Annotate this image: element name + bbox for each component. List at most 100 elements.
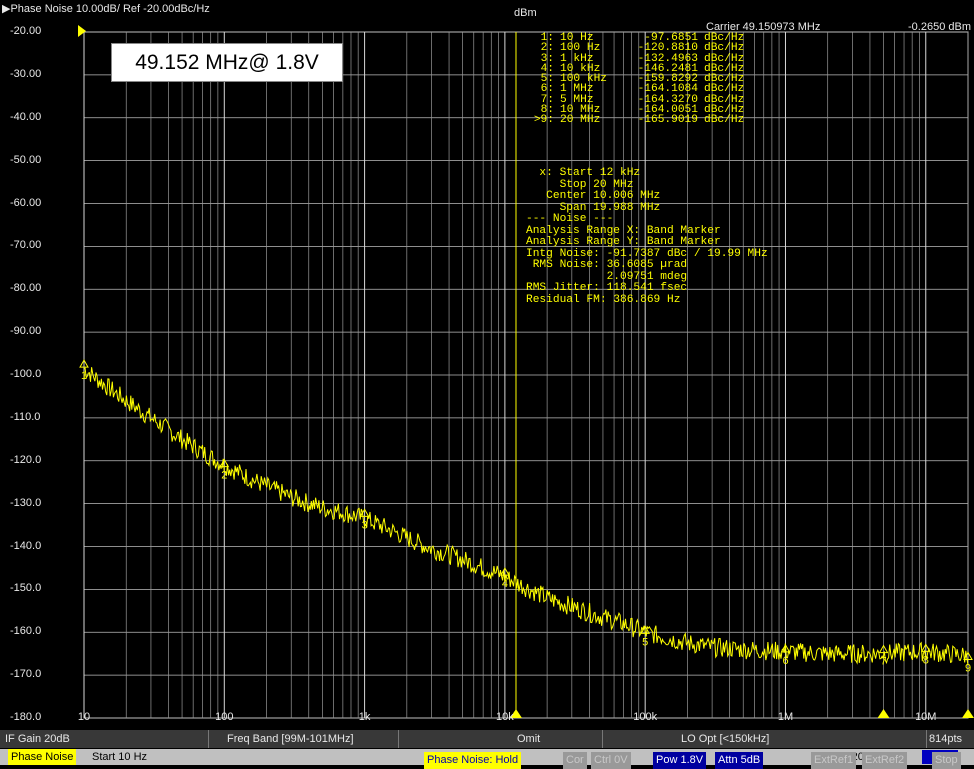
status-item[interactable]: Ctrl 0V — [591, 752, 631, 769]
start-frequency[interactable]: Start 10 Hz — [92, 751, 148, 763]
marker-row: 6: 1 MHz -164.1084 dBc/Hz — [526, 83, 764, 96]
x-tick-label: 10M — [915, 711, 937, 723]
x-tick-label: 1M — [777, 711, 794, 723]
marker-triangle-icon — [500, 567, 510, 576]
points-setting[interactable]: 814pts — [929, 733, 963, 745]
status-item[interactable]: Attn 5dB — [715, 752, 764, 769]
marker-unit: dBc/Hz — [704, 73, 745, 86]
marker-value: -165.9019 — [637, 114, 698, 127]
marker-frequency: 10 MHz — [560, 104, 601, 117]
y-tick-label: -30.00 — [10, 67, 42, 80]
y-tick-label: -170.0 — [10, 668, 42, 681]
y-tick-label: -20.00 — [10, 25, 42, 37]
lo-opt-setting[interactable]: LO Opt [<150kHz] — [603, 730, 927, 748]
y-tick-label: -70.00 — [10, 239, 42, 252]
marker-id: 2: — [540, 42, 554, 55]
marker-frequency: 5 MHz — [560, 93, 594, 106]
marker-row: 2: 100 Hz -120.8810 dBc/Hz — [526, 42, 764, 55]
y-tick-label: -160.0 — [10, 625, 42, 638]
marker-table: 1: 10 Hz -97.6851 dBc/Hz 2: 100 Hz -120.8810 dB… — [526, 32, 764, 127]
marker-unit: dBc/Hz — [704, 32, 745, 44]
marker-number: 3 — [362, 519, 368, 531]
noise-line: Analysis Range Y: Band Marker — [526, 236, 721, 248]
marker-id: 6: — [540, 83, 554, 96]
noise-line: Residual FM: 386.869 Hz — [526, 293, 681, 306]
marker-triangle-icon — [219, 458, 230, 468]
y-tick-label: -130.0 — [10, 496, 42, 509]
marker-value: -97.6851 — [644, 32, 698, 44]
x-tick-label: 1k — [358, 711, 371, 723]
x-tick-label: 100k — [633, 711, 658, 723]
marker-frequency: 20 MHz — [560, 114, 601, 127]
scale-header: ▶Phase Noise 10.00dB/ Ref -20.00dBc/Hz — [2, 3, 210, 15]
x-tick-label: 100 — [215, 711, 234, 723]
freq-band-setting[interactable]: Freq Band [99M-101MHz] — [209, 730, 399, 748]
marker-number: 6 — [782, 655, 788, 667]
marker-value: -164.0051 — [637, 104, 698, 117]
marker-row: >9: 20 MHz -165.9019 dBc/Hz — [526, 114, 764, 127]
y-tick-label: -120.0 — [10, 453, 42, 466]
marker-unit: dBc/Hz — [704, 104, 745, 117]
marker-frequency: 10 Hz — [560, 32, 594, 44]
y-tick-label: -90.00 — [10, 325, 42, 338]
settings-bar: IF Gain 20dB Freq Band [99M-101MHz] Omit… — [0, 730, 974, 748]
marker-number: 8 — [923, 654, 929, 666]
marker-triangle-icon — [780, 643, 791, 653]
y-tick-label: -50.00 — [10, 153, 42, 166]
marker-unit: dBc/Hz — [704, 114, 745, 127]
y-tick-label: -110.0 — [10, 410, 41, 423]
marker-row: 8: 10 MHz -164.0051 dBc/Hz — [526, 104, 764, 117]
marker-number: 9 — [965, 663, 971, 675]
marker-triangle-icon — [920, 643, 931, 652]
annotation-label: 49.152 MHz@ 1.8V — [111, 43, 343, 82]
marker-unit: dBc/Hz — [704, 93, 745, 106]
status-item[interactable]: Pow 1.8V — [653, 752, 707, 769]
marker-triangle-icon — [640, 625, 651, 634]
marker-value: -164.3270 — [637, 93, 698, 106]
y-tick-label: -180.0 — [10, 711, 42, 723]
status-item[interactable]: ExtRef2 — [862, 752, 908, 769]
mode-badge[interactable]: Phase Noise — [8, 749, 77, 765]
omit-setting[interactable]: Omit — [399, 730, 603, 748]
unit-label: dBm — [514, 7, 537, 19]
status-item[interactable]: Stop — [932, 752, 961, 769]
y-tick-label: -150.0 — [10, 582, 42, 595]
status-item[interactable]: ExtRef1 — [811, 752, 857, 769]
marker-frequency: 10 kHz — [560, 62, 601, 75]
marker-id: 7: — [540, 93, 554, 106]
phase-noise-trace — [83, 367, 969, 666]
band-marker-icon — [962, 709, 974, 718]
marker-id: 1: — [540, 32, 554, 44]
y-tick-label: -60.00 — [10, 196, 42, 209]
marker-id: 3: — [540, 52, 554, 65]
status-item[interactable]: Phase Noise: Hold — [424, 752, 522, 769]
marker-row: 4: 10 kHz -146.2481 dBc/Hz — [526, 62, 764, 75]
marker-frequency: 1 kHz — [560, 52, 594, 65]
marker-row: 5: 100 kHz -159.8292 dBc/Hz — [526, 73, 764, 86]
marker-value: -164.1084 — [637, 83, 698, 96]
y-tick-label: -140.0 — [10, 539, 42, 552]
noise-line: Span 19.988 MHz — [526, 201, 661, 214]
marker-value: -132.4963 — [637, 52, 698, 65]
marker-unit: dBc/Hz — [704, 52, 745, 65]
status-item[interactable]: Cor — [563, 752, 587, 769]
carrier-frequency: Carrier 49.150973 MHz — [706, 21, 821, 33]
x-tick-label: 10k — [496, 711, 514, 723]
marker-triangle-icon — [359, 508, 370, 517]
carrier-power: -0.2650 dBm — [908, 21, 971, 33]
marker-id: 4: — [540, 62, 554, 75]
marker-number: 4 — [502, 578, 508, 590]
if-gain-setting[interactable]: IF Gain 20dB — [0, 730, 209, 748]
marker-number: 5 — [642, 636, 648, 648]
marker-id: 5: — [540, 73, 554, 86]
marker-triangle-icon — [963, 651, 973, 661]
noise-line: Center 10.006 MHz — [526, 190, 661, 202]
y-tick-label: -40.00 — [10, 110, 42, 123]
marker-id: 8: — [540, 104, 554, 117]
marker-triangle-icon — [79, 359, 89, 368]
marker-value: -146.2481 — [637, 62, 698, 75]
header-arrow-icon: ▶ — [2, 3, 11, 15]
ref-level-arrow-icon — [78, 25, 86, 37]
